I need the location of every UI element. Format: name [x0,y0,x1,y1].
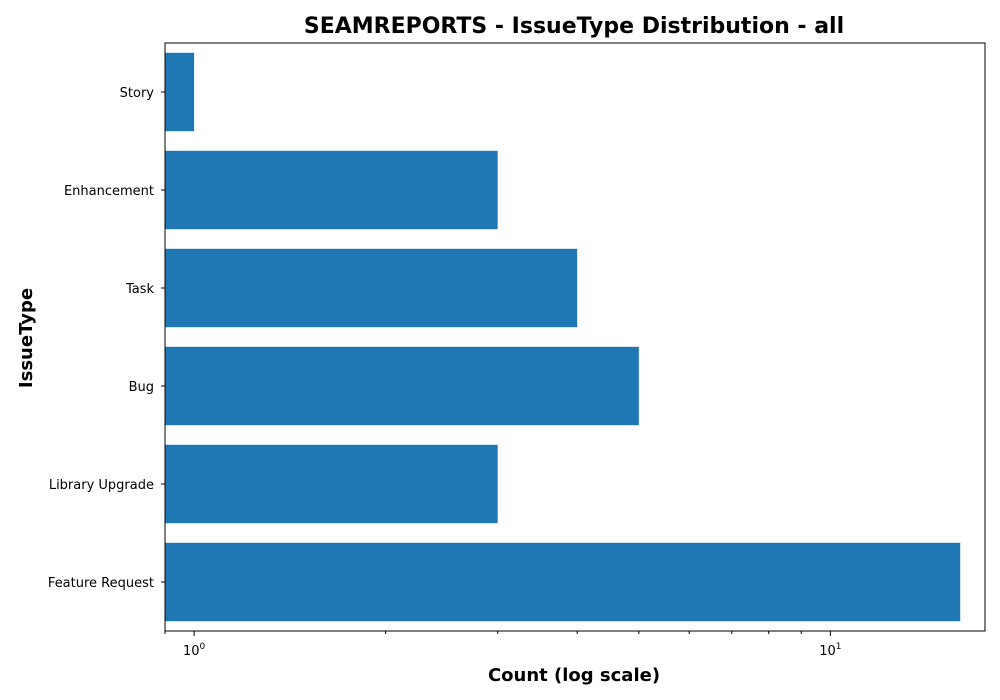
bars-group [165,52,961,622]
x-tick-label: 101 [819,642,841,659]
bar-enhancement [165,150,498,230]
bar-bug [165,346,639,426]
bar-task [165,248,578,328]
bar-feature-request [165,542,961,622]
y-tick-label: Story [120,86,155,101]
x-axis-label: Count (log scale) [488,665,660,686]
bar-library-upgrade [165,444,498,524]
y-tick-label: Task [125,282,155,297]
bar-story [165,52,195,132]
chart-title: SEAMREPORTS - IssueType Distribution - a… [304,14,844,39]
plot-frame [164,42,986,632]
x-axis: 100 101 [164,631,842,659]
y-axis: Feature Request Library Upgrade Bug Task Enh… [48,86,165,591]
y-tick-label: Library Upgrade [49,478,154,493]
x-tick-label: 100 [183,642,206,659]
y-tick-label: Bug [129,380,154,395]
y-tick-label: Enhancement [64,184,154,199]
y-axis-label: IssueType [16,288,37,388]
y-tick-label: Feature Request [48,576,154,591]
